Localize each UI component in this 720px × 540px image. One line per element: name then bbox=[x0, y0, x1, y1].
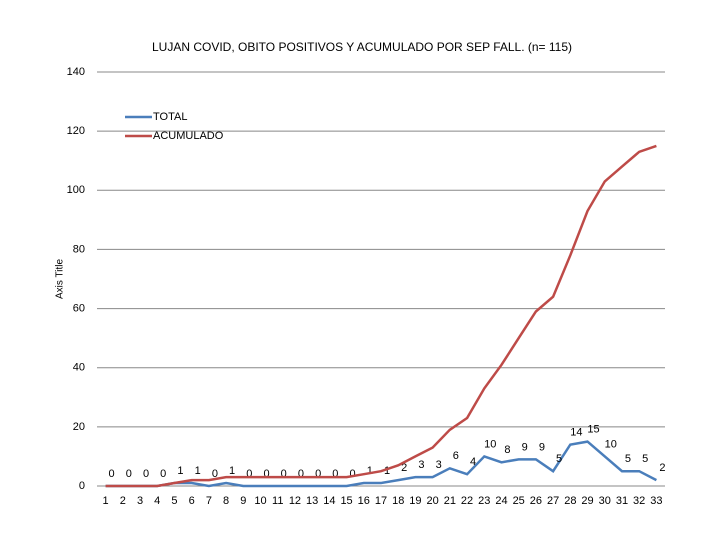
data-label: 0 bbox=[246, 468, 252, 480]
x-tick-label: 10 bbox=[254, 495, 266, 507]
x-tick-label: 9 bbox=[240, 495, 246, 507]
x-tick-label: 18 bbox=[392, 495, 404, 507]
x-tick-label: 21 bbox=[444, 495, 456, 507]
data-label: 1 bbox=[229, 465, 235, 477]
data-label: 0 bbox=[160, 468, 166, 480]
data-label: 6 bbox=[453, 450, 459, 462]
x-tick-label: 19 bbox=[409, 495, 421, 507]
data-label: 1 bbox=[177, 465, 183, 477]
data-label: 4 bbox=[470, 456, 476, 468]
x-tick-label: 20 bbox=[427, 495, 439, 507]
series-line bbox=[105, 144, 657, 488]
x-tick-label: 6 bbox=[189, 495, 195, 507]
data-label: 0 bbox=[281, 468, 287, 480]
data-label: 15 bbox=[587, 424, 599, 436]
x-tick-label: 3 bbox=[137, 495, 143, 507]
x-tick-label: 32 bbox=[633, 495, 645, 507]
y-tick-label: 120 bbox=[67, 125, 85, 137]
x-tick-label: 31 bbox=[616, 495, 628, 507]
data-label: 5 bbox=[556, 453, 562, 465]
x-tick-label: 2 bbox=[120, 495, 126, 507]
data-label: 10 bbox=[484, 438, 496, 450]
x-tick-label: 8 bbox=[223, 495, 229, 507]
y-tick-label: 20 bbox=[73, 421, 85, 433]
x-tick-label: 29 bbox=[581, 495, 593, 507]
data-label: 3 bbox=[418, 459, 424, 471]
legend-label: TOTAL bbox=[153, 111, 187, 123]
data-label: 1 bbox=[384, 465, 390, 477]
x-tick-label: 7 bbox=[206, 495, 212, 507]
x-tick-label: 23 bbox=[478, 495, 490, 507]
legend-label: ACUMULADO bbox=[153, 130, 224, 142]
data-label: 0 bbox=[109, 468, 115, 480]
data-label: 0 bbox=[315, 468, 321, 480]
x-tick-label: 26 bbox=[530, 495, 542, 507]
data-label: 2 bbox=[401, 462, 407, 474]
data-label: 0 bbox=[350, 468, 356, 480]
x-tick-label: 25 bbox=[513, 495, 525, 507]
data-label: 3 bbox=[436, 459, 442, 471]
data-label: 1 bbox=[367, 465, 373, 477]
data-label: 0 bbox=[332, 468, 338, 480]
data-label: 10 bbox=[605, 438, 617, 450]
data-label: 8 bbox=[504, 444, 510, 456]
data-label: 14 bbox=[570, 427, 582, 439]
data-label: 9 bbox=[539, 441, 545, 453]
x-tick-label: 22 bbox=[461, 495, 473, 507]
x-tick-label: 30 bbox=[599, 495, 611, 507]
data-label: 5 bbox=[642, 453, 648, 465]
x-tick-label: 11 bbox=[272, 495, 283, 507]
x-tick-label: 14 bbox=[323, 495, 335, 507]
data-label: 0 bbox=[263, 468, 269, 480]
data-label: 9 bbox=[522, 441, 528, 453]
data-label: 0 bbox=[212, 468, 218, 480]
y-tick-label: 40 bbox=[73, 362, 85, 374]
data-label: 2 bbox=[659, 462, 665, 474]
data-label: 1 bbox=[195, 465, 201, 477]
series-line bbox=[105, 440, 657, 488]
x-tick-label: 27 bbox=[547, 495, 559, 507]
y-tick-label: 140 bbox=[67, 66, 85, 78]
y-tick-label: 60 bbox=[73, 302, 85, 314]
x-tick-label: 12 bbox=[289, 495, 301, 507]
x-tick-label: 33 bbox=[650, 495, 662, 507]
x-tick-label: 17 bbox=[375, 495, 387, 507]
x-tick-label: 4 bbox=[154, 495, 160, 507]
data-label: 0 bbox=[126, 468, 132, 480]
y-axis-title: Axis Title bbox=[55, 259, 66, 299]
y-tick-label: 80 bbox=[73, 243, 85, 255]
x-tick-label: 24 bbox=[495, 495, 507, 507]
y-tick-label: 0 bbox=[79, 480, 85, 492]
chart-title: LUJAN COVID, OBITO POSITIVOS Y ACUMULADO… bbox=[152, 40, 572, 54]
data-label: 5 bbox=[625, 453, 631, 465]
data-label: 0 bbox=[143, 468, 149, 480]
x-tick-label: 5 bbox=[171, 495, 177, 507]
y-tick-label: 100 bbox=[67, 184, 85, 196]
x-tick-label: 16 bbox=[358, 495, 370, 507]
x-tick-label: 15 bbox=[340, 495, 352, 507]
x-tick-label: 28 bbox=[564, 495, 576, 507]
x-tick-label: 13 bbox=[306, 495, 318, 507]
x-tick-label: 1 bbox=[103, 495, 109, 507]
data-label: 0 bbox=[298, 468, 304, 480]
